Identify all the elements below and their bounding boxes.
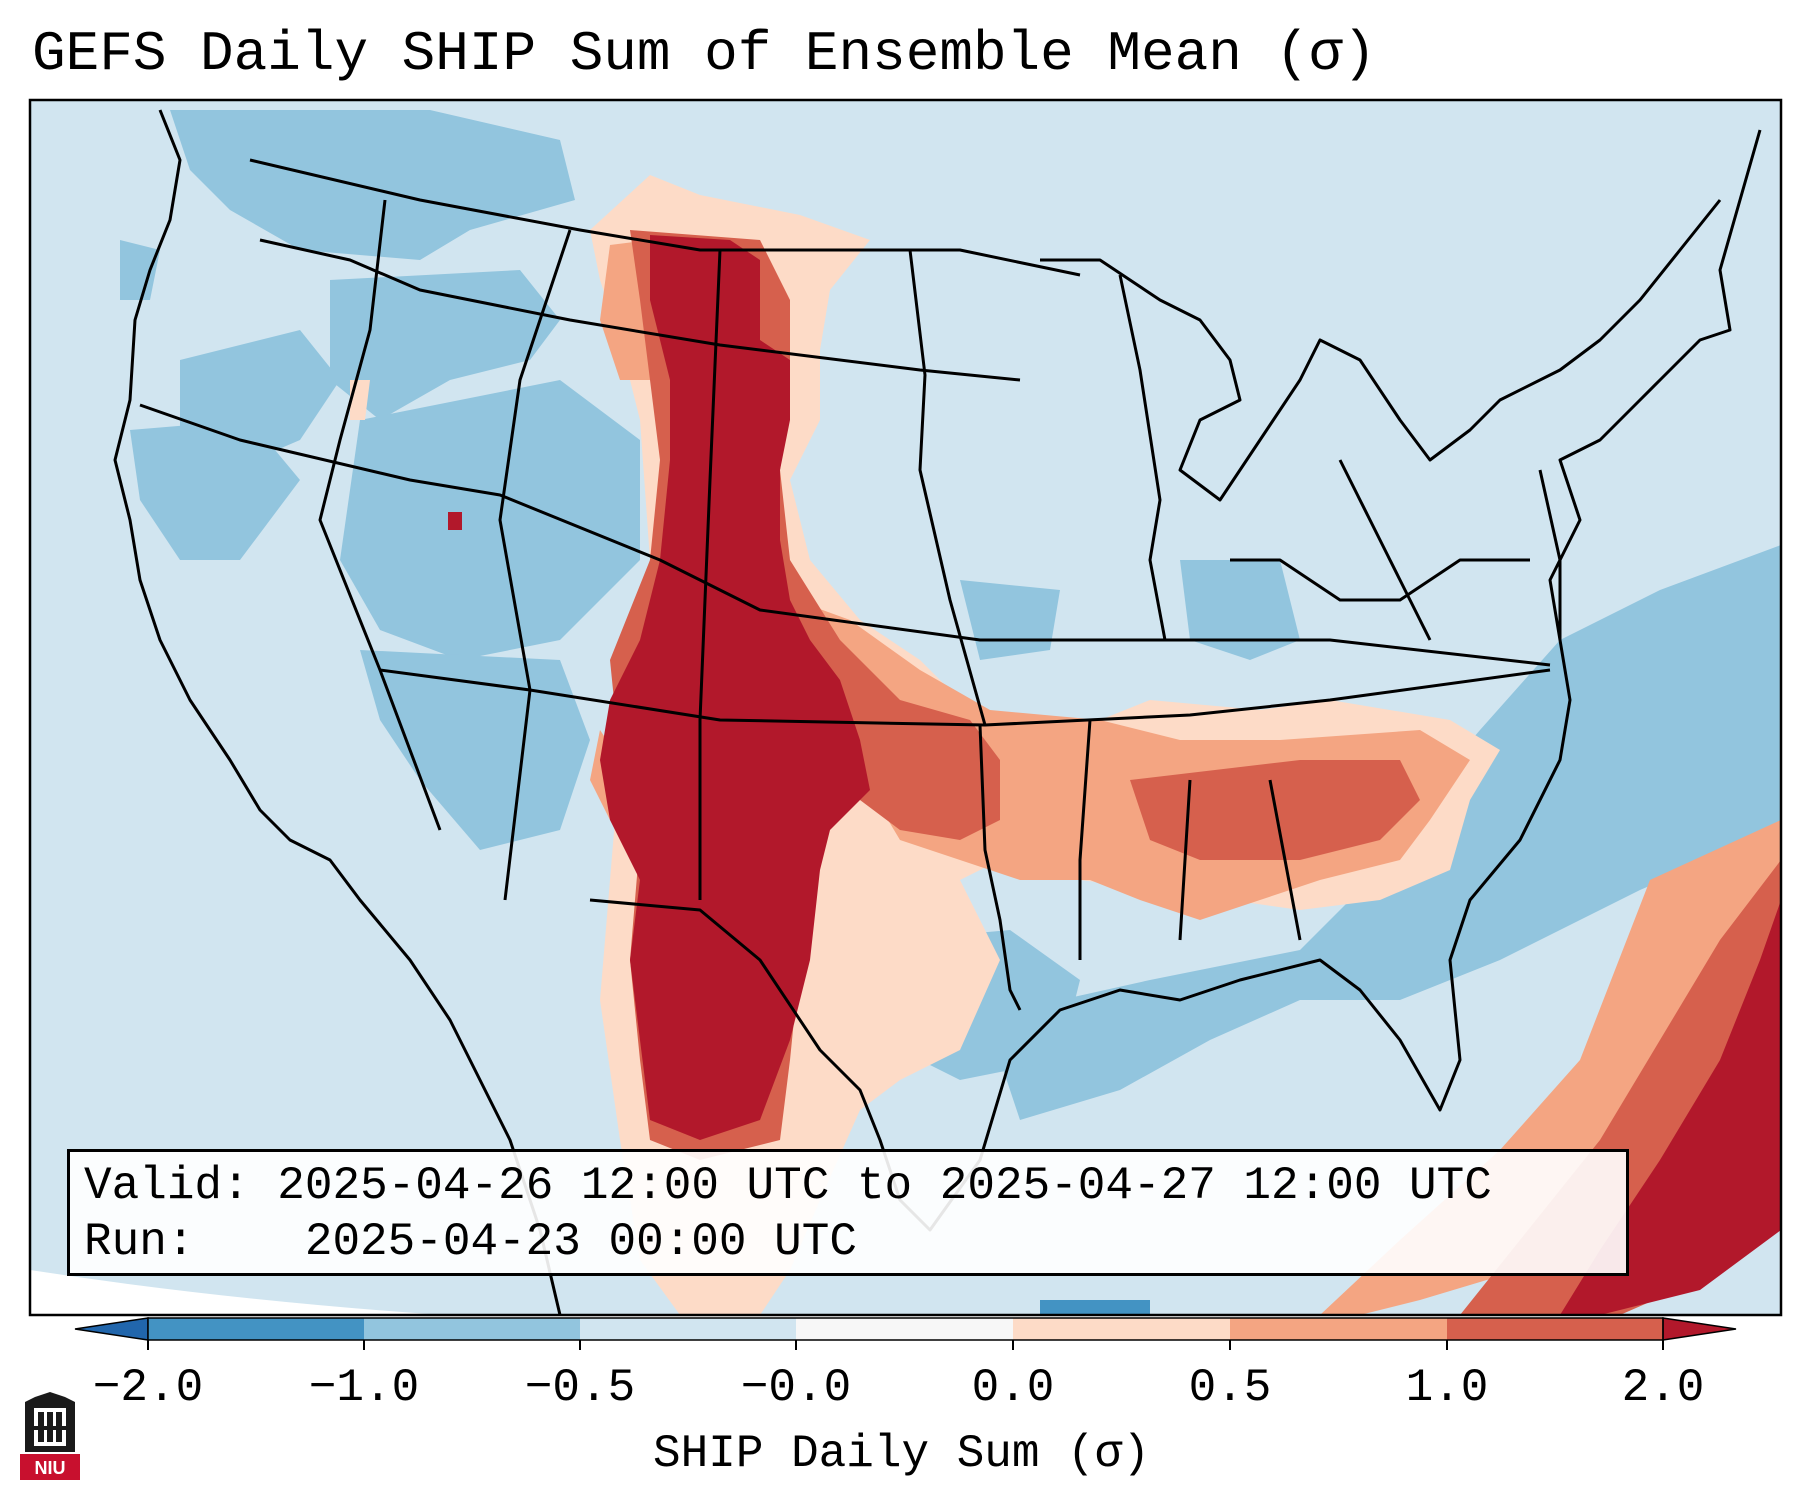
run-label: Run: <box>84 1216 195 1268</box>
colorbar-extend-high <box>1662 1317 1737 1341</box>
region-atlantic-moderate <box>1320 820 1781 1315</box>
colorbar-tick-label: −0.0 <box>740 1362 852 1414</box>
colorbar-bin <box>1230 1318 1447 1340</box>
region-northwest-negative-2 <box>120 240 160 300</box>
northern-states-line <box>139 403 1551 667</box>
state-line-12 <box>1338 459 1432 641</box>
run-value: 2025-04-23 00:00 UTC <box>304 1216 857 1268</box>
colorbar-tick-label: 1.0 <box>1405 1362 1489 1414</box>
colorbar <box>74 1317 1737 1350</box>
region-high-plains-corridor <box>600 235 870 1140</box>
colorbar-outline <box>147 1317 1664 1341</box>
state-line-11 <box>1268 779 1302 941</box>
pacific-coastline <box>113 109 562 1315</box>
colorbar-bin <box>364 1318 580 1340</box>
colorbar-tick-label: −2.0 <box>92 1362 204 1414</box>
state-line-13 <box>1230 558 1530 602</box>
state-line-7 <box>908 249 987 726</box>
colorbar-tick-label: −0.5 <box>524 1362 636 1414</box>
valid-label: Valid: <box>84 1160 250 1212</box>
colorbar-bin <box>148 1318 364 1340</box>
region-atlantic-subtropics <box>1560 900 1781 1315</box>
colorbar-bin <box>1447 1318 1663 1340</box>
state-line-2 <box>318 199 442 831</box>
region-utah-spot <box>448 512 462 530</box>
info-box: Valid: 2025-04-26 12:00 UTC to 2025-04-2… <box>67 1149 1629 1276</box>
state-line-3 <box>498 229 572 901</box>
region-nevada-negative <box>130 420 300 560</box>
map-boundaries <box>113 109 1762 1315</box>
colorbar-tick-label: −1.0 <box>308 1362 420 1414</box>
outside-domain-area <box>30 1270 443 1315</box>
region-caribbean-strong-negative <box>1040 1300 1150 1315</box>
colorbar-bin <box>1013 1318 1230 1340</box>
valid-value: 2025-04-26 12:00 UTC to 2025-04-27 12:00… <box>277 1160 1492 1212</box>
run-line: Run: 2025-04-23 00:00 UTC <box>84 1214 1626 1270</box>
colorbar-label: SHIP Daily Sum (σ) <box>653 1428 1150 1480</box>
great-lakes-outline <box>1040 199 1722 502</box>
region-great-basin-negative <box>340 380 640 660</box>
state-line-4 <box>698 249 722 900</box>
state-line-6 <box>1118 274 1167 641</box>
colorbar-extend-low <box>74 1317 149 1341</box>
state-line-9 <box>1078 719 1092 960</box>
canada-border <box>249 158 1081 277</box>
map-title: GEFS Daily SHIP Sum of Ensemble Mean (σ) <box>32 22 1377 86</box>
colorbar-tick-label: 0.5 <box>1188 1362 1272 1414</box>
map-frame <box>28 98 1783 1317</box>
colorbar-bin <box>796 1318 1013 1340</box>
region-atlantic-negative <box>1000 545 1781 1120</box>
svg-text:NIU: NIU <box>35 1458 66 1478</box>
region-ohio-valley-negative <box>1180 560 1300 660</box>
region-northwest-negative-1 <box>170 110 575 260</box>
colorbar-bin <box>580 1318 796 1340</box>
state-line-14 <box>1538 469 1562 640</box>
valid-line: Valid: 2025-04-26 12:00 UTC to 2025-04-2… <box>84 1158 1626 1214</box>
region-southwest-negative <box>360 650 590 850</box>
colorbar-tick-label: 2.0 <box>1621 1362 1705 1414</box>
niu-logo-icon: NIU <box>20 1392 80 1480</box>
map-panel <box>30 100 1781 1315</box>
state-line-10 <box>1178 779 1192 941</box>
state-line-1 <box>259 238 1021 382</box>
state-line-8 <box>978 724 1022 1011</box>
colorbar-tick-label: 0.0 <box>971 1362 1055 1414</box>
